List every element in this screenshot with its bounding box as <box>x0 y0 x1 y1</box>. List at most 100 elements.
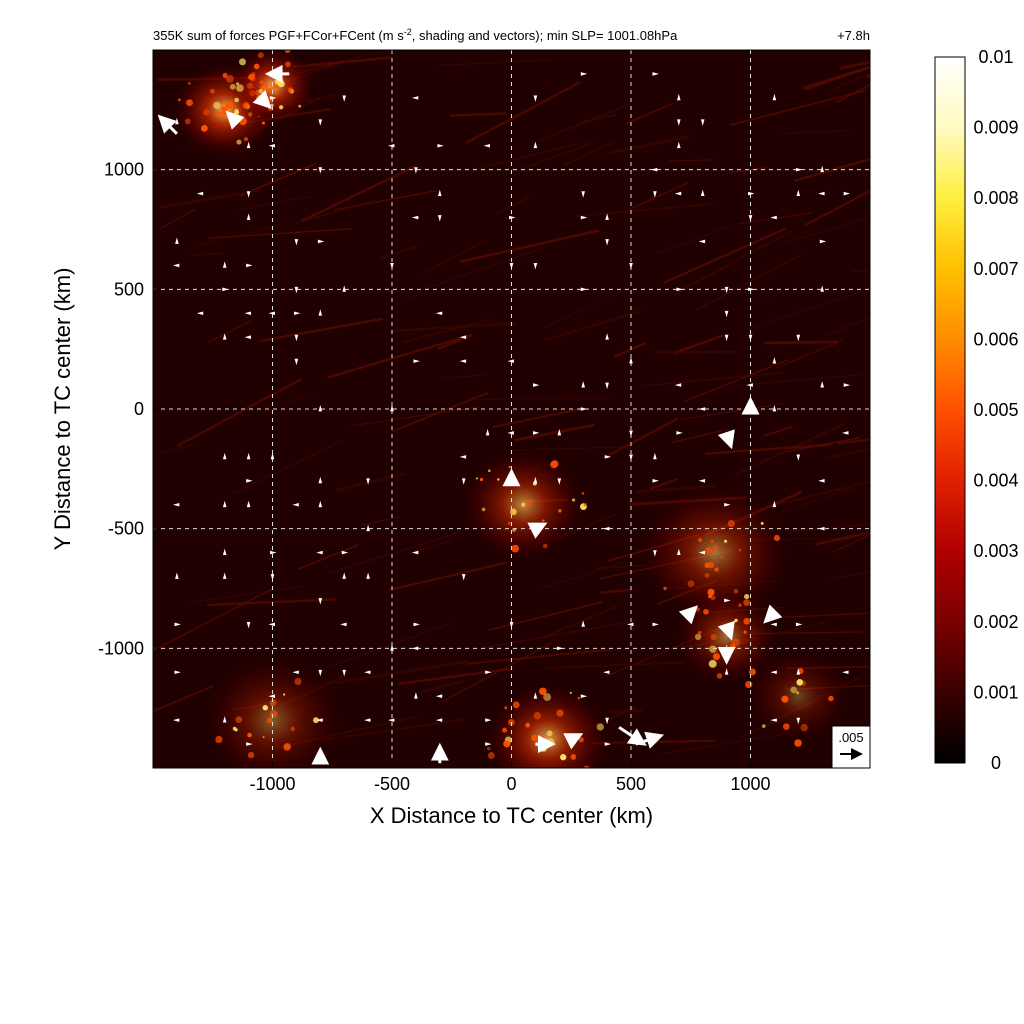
texture-streak <box>380 245 418 260</box>
intensity-speckle <box>487 746 491 751</box>
small-force-vector <box>772 357 777 364</box>
chart-title: 355K sum of forces PGF+FCor+FCent (m s-2… <box>153 27 678 43</box>
intensity-speckle <box>234 109 240 115</box>
small-force-vector <box>605 717 609 725</box>
texture-streak <box>825 447 870 460</box>
colorbar-tick-label: 0.008 <box>973 188 1018 208</box>
colorbar-tick-label: 0.005 <box>973 400 1018 420</box>
small-force-vector <box>246 479 253 483</box>
small-force-vector <box>700 189 705 197</box>
small-force-vector <box>388 143 395 148</box>
small-force-vector <box>438 189 442 197</box>
small-force-vector <box>581 620 585 627</box>
texture-streak <box>488 600 603 632</box>
small-force-vector <box>485 670 492 675</box>
small-force-vector <box>557 478 562 485</box>
intensity-speckle <box>720 555 724 559</box>
small-force-vector <box>724 310 729 318</box>
small-force-vector <box>390 262 394 270</box>
intensity-speckle <box>290 726 295 731</box>
intensity-speckle <box>512 701 520 709</box>
texture-streak <box>335 471 407 492</box>
colorbar-tick-label: 0.004 <box>973 471 1018 491</box>
intensity-speckle <box>187 82 191 85</box>
force-vector <box>157 114 178 135</box>
intensity-speckle <box>781 695 789 703</box>
small-force-vector <box>196 311 204 316</box>
small-force-vector <box>316 718 323 722</box>
small-force-vector <box>438 215 442 222</box>
small-force-vector <box>507 359 514 363</box>
texture-streak <box>684 358 790 403</box>
intensity-speckle <box>277 80 285 88</box>
small-force-vector <box>366 524 370 532</box>
texture-streak <box>728 166 767 174</box>
texture-streak <box>545 660 686 670</box>
small-force-vector <box>388 718 395 722</box>
colorbar <box>934 56 966 764</box>
small-force-vector <box>532 383 540 387</box>
intensity-speckle <box>790 686 797 694</box>
small-force-vector <box>292 502 299 507</box>
small-force-vector <box>843 191 851 196</box>
texture-streak <box>492 407 583 429</box>
colorbar-tick-label: 0.002 <box>973 612 1018 632</box>
intensity-speckle <box>267 106 273 111</box>
small-force-vector <box>341 550 349 555</box>
small-force-vector <box>268 622 275 627</box>
texture-streak <box>389 322 516 333</box>
small-force-vector <box>795 167 803 172</box>
intensity-speckle <box>550 460 558 469</box>
colorbar-tick-label: 0.001 <box>973 682 1018 702</box>
intensity-speckle <box>504 706 508 710</box>
small-force-vector <box>246 452 251 460</box>
intensity-speckle <box>796 679 804 686</box>
intensity-speckle <box>215 735 223 744</box>
intensity-speckle <box>531 734 538 741</box>
texture-streak <box>361 516 401 526</box>
colorbar-tick-label: 0.006 <box>973 329 1018 349</box>
small-force-vector <box>748 191 755 196</box>
texture-streak <box>773 621 828 635</box>
small-force-vector <box>580 72 588 76</box>
intensity-speckle <box>546 730 553 737</box>
texture-streak <box>626 102 674 125</box>
intensity-speckle <box>186 99 194 107</box>
x-axis-label: X Distance to TC center (km) <box>370 803 653 828</box>
small-force-vector <box>677 119 681 126</box>
small-force-vector <box>698 407 706 411</box>
small-force-vector <box>461 574 466 581</box>
texture-streak <box>437 333 473 351</box>
intensity-speckle <box>745 680 753 689</box>
texture-streak <box>300 165 416 223</box>
small-force-vector <box>483 143 491 148</box>
small-force-vector <box>411 550 419 555</box>
texture-streak <box>865 101 870 105</box>
texture-streak <box>836 83 870 103</box>
intensity-speckle <box>481 507 486 512</box>
small-force-vector <box>627 622 634 627</box>
intensity-speckle <box>800 723 808 732</box>
intensity-speckle <box>222 72 228 78</box>
texture-streak <box>771 480 870 508</box>
texture-streak <box>206 598 336 607</box>
small-force-vector <box>818 479 825 483</box>
intensity-speckle <box>285 61 291 68</box>
intensity-speckle <box>712 544 719 551</box>
intensity-speckle <box>708 659 717 668</box>
texture-streak <box>630 182 689 210</box>
small-force-vector <box>507 431 514 435</box>
texture-streak <box>442 374 485 380</box>
reference-box <box>831 725 871 769</box>
force-vector <box>635 731 665 749</box>
intensity-speckle <box>698 538 702 542</box>
force-vector <box>618 726 647 746</box>
intensity-speckle <box>583 503 587 507</box>
intensity-speckle <box>247 732 252 738</box>
small-force-vector <box>268 311 275 316</box>
colorbar-tick-label: 0.009 <box>973 118 1018 138</box>
small-force-vector <box>676 287 683 292</box>
small-vector-layer <box>172 72 851 746</box>
small-force-vector <box>748 287 755 292</box>
texture-streak <box>208 228 351 239</box>
